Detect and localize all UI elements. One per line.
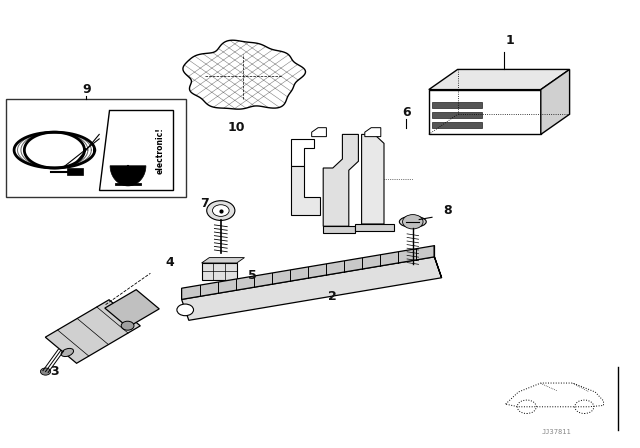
Polygon shape <box>435 246 442 278</box>
Text: 8: 8 <box>444 204 452 217</box>
Text: 1: 1 <box>506 34 515 47</box>
Polygon shape <box>202 258 244 263</box>
Polygon shape <box>312 128 326 137</box>
Ellipse shape <box>399 216 426 228</box>
Text: electronic!: electronic! <box>156 127 164 173</box>
Ellipse shape <box>61 349 74 357</box>
Bar <box>432 112 483 118</box>
Bar <box>432 122 483 128</box>
Polygon shape <box>183 40 305 109</box>
Circle shape <box>403 215 423 229</box>
Polygon shape <box>365 128 381 137</box>
Text: 6: 6 <box>402 105 411 119</box>
Text: 3: 3 <box>50 365 59 379</box>
Polygon shape <box>110 166 146 186</box>
Polygon shape <box>541 69 570 134</box>
Circle shape <box>212 205 229 216</box>
Circle shape <box>40 368 51 375</box>
Polygon shape <box>45 300 140 363</box>
Circle shape <box>207 201 235 220</box>
Polygon shape <box>362 134 384 224</box>
Text: 4: 4 <box>165 255 174 269</box>
Polygon shape <box>429 90 541 134</box>
Polygon shape <box>429 69 570 90</box>
Polygon shape <box>291 139 314 166</box>
Text: 10: 10 <box>228 121 246 134</box>
Polygon shape <box>182 246 435 299</box>
Bar <box>202 263 237 280</box>
Text: 2: 2 <box>328 290 337 303</box>
Circle shape <box>121 321 134 330</box>
Text: 7: 7 <box>200 197 209 211</box>
Polygon shape <box>291 166 320 215</box>
Polygon shape <box>355 224 394 231</box>
Text: 5: 5 <box>248 269 257 282</box>
Text: JJ37811: JJ37811 <box>542 429 572 435</box>
Polygon shape <box>323 134 358 226</box>
Polygon shape <box>182 257 442 320</box>
Text: 9: 9 <box>82 83 91 96</box>
Polygon shape <box>323 226 355 233</box>
Circle shape <box>177 304 193 316</box>
Bar <box>67 168 83 175</box>
Bar <box>432 102 483 108</box>
Polygon shape <box>105 290 159 327</box>
Bar <box>6 99 186 197</box>
Polygon shape <box>99 110 173 190</box>
